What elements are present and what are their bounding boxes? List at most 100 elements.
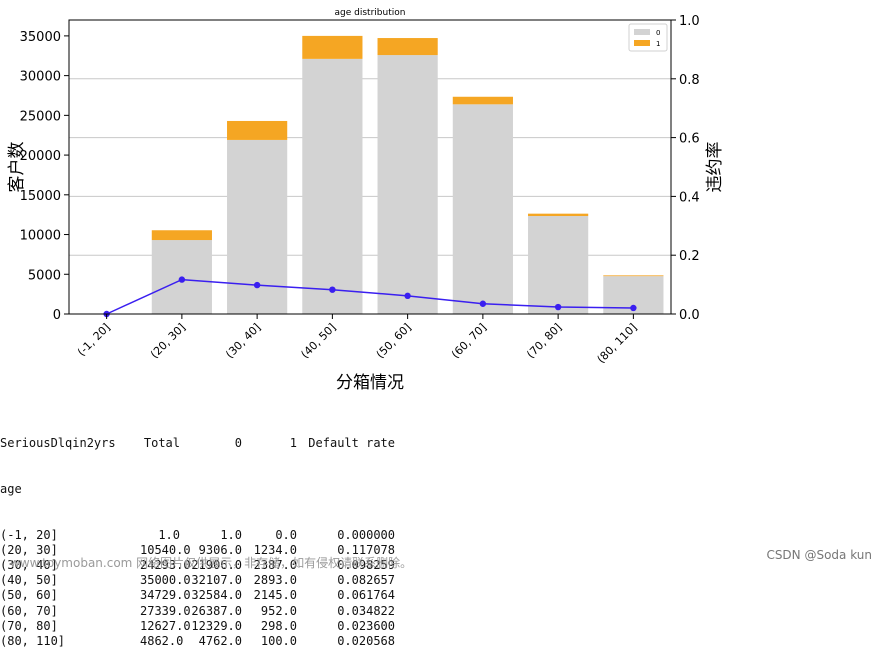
- y-right-tick-label: 0.6: [679, 132, 700, 147]
- right-y-axis: 0.0 0.2 0.4 0.6 0.8 1.0: [671, 14, 700, 323]
- table-cell: 0.034822: [297, 604, 395, 619]
- legend-swatch-0: [634, 29, 650, 35]
- x-tick-label: (50, 60]: [374, 321, 414, 361]
- y-axis-label-right: 违约率: [705, 142, 725, 193]
- y-tick-label: 10000: [20, 229, 61, 244]
- bar-1: [453, 97, 513, 105]
- y-right-tick-label: 0.8: [679, 73, 700, 88]
- table-cell: 12329.0: [180, 619, 242, 634]
- x-tick-label: (20, 30]: [148, 321, 188, 361]
- bar-1: [528, 214, 588, 216]
- table-cell: (-1, 20]: [0, 528, 140, 543]
- y-right-tick-label: 0.0: [679, 308, 700, 323]
- table-cell: (70, 80]: [0, 619, 140, 634]
- y-tick-label: 25000: [20, 109, 61, 124]
- table-header-cell: 0: [180, 436, 242, 451]
- table-cell: 0.023600: [297, 619, 395, 634]
- bar-1: [302, 36, 362, 59]
- table-cell: 1.0: [180, 528, 242, 543]
- table-cell: 298.0: [242, 619, 297, 634]
- x-tick-label: (60, 70]: [449, 321, 489, 361]
- x-tick-label: (80, 110]: [595, 321, 640, 366]
- x-tick-label: (70, 80]: [524, 321, 564, 361]
- table-header-cell: SeriousDlqin2yrs: [0, 436, 140, 451]
- bar-1: [378, 38, 438, 55]
- table-cell: (40, 50]: [0, 573, 140, 588]
- table-cell: 32107.0: [180, 573, 242, 588]
- table-cell: (60, 70]: [0, 604, 140, 619]
- default-rate-point: [404, 293, 410, 299]
- table-header-cell: 1: [242, 436, 297, 451]
- legend-swatch-1: [634, 40, 650, 46]
- bar-0: [378, 55, 438, 314]
- table-cell: 4862.0: [140, 634, 180, 649]
- x-tick-label: (30, 40]: [223, 321, 263, 361]
- table-cell: 0.082657: [297, 573, 395, 588]
- bar-1: [227, 121, 287, 140]
- table-cell: 34729.0: [140, 588, 180, 603]
- table-cell: 12627.0: [140, 619, 180, 634]
- table-cell: 4762.0: [180, 634, 242, 649]
- table-cell: (50, 60]: [0, 588, 140, 603]
- chart-title: age distribution: [335, 8, 406, 18]
- default-rate-point: [254, 282, 260, 288]
- y-tick-label: 35000: [20, 30, 61, 45]
- table-cell: 2145.0: [242, 588, 297, 603]
- legend-label-1: 1: [656, 40, 660, 48]
- y-tick-label: 30000: [20, 70, 61, 85]
- table-header-cell: Default rate: [297, 436, 395, 451]
- table-cell: 952.0: [242, 604, 297, 619]
- bar-0: [453, 104, 513, 314]
- table-cell: 0.0: [242, 528, 297, 543]
- bar-0: [528, 216, 588, 314]
- table-cell: 0.061764: [297, 588, 395, 603]
- table-header-cell: Total: [140, 436, 180, 451]
- watermark-text: www.toymoban.com 网络图片仅供展示，非存储，如有侵权请联系删除。: [10, 554, 412, 571]
- y-axis-label: 客户数: [7, 142, 27, 193]
- default-rate-point: [630, 305, 636, 311]
- default-rate-point: [179, 276, 185, 282]
- table-cell: 100.0: [242, 634, 297, 649]
- stacked-bars: [77, 36, 664, 314]
- table-cell: 2893.0: [242, 573, 297, 588]
- bar-0: [302, 59, 362, 314]
- x-axis: (-1, 20] (20, 30] (30, 40] (40, 50] (50, 60]…: [75, 314, 640, 366]
- y-right-tick-label: 0.4: [679, 190, 700, 205]
- y-tick-label: 5000: [28, 268, 61, 283]
- table-index-name: age: [0, 482, 22, 496]
- table-cell: 0.000000: [297, 528, 395, 543]
- legend-frame: [629, 24, 667, 51]
- x-axis-label: 分箱情况: [336, 373, 404, 393]
- legend-label-0: 0: [656, 29, 660, 37]
- bar-1: [152, 230, 212, 240]
- x-tick-label: (40, 50]: [298, 321, 338, 361]
- y-right-tick-label: 1.0: [679, 14, 700, 29]
- table-cell: 35000.0: [140, 573, 180, 588]
- table-cell: 1.0: [140, 528, 180, 543]
- y-tick-label: 0: [53, 308, 61, 323]
- table-cell: 0.020568: [297, 634, 395, 649]
- credit-text: CSDN @Soda kun: [766, 548, 872, 562]
- x-tick-label: (-1, 20]: [75, 321, 113, 359]
- table-cell: (80, 110]: [0, 634, 140, 649]
- y-right-tick-label: 0.2: [679, 249, 700, 264]
- default-rate-point: [555, 304, 561, 310]
- bar-1: [603, 275, 663, 276]
- legend: 0 1: [629, 24, 667, 51]
- table-index-name-row: age: [0, 482, 395, 497]
- default-rate-point: [329, 286, 335, 292]
- default-rate-point: [480, 301, 486, 307]
- table-cell: 32584.0: [180, 588, 242, 603]
- table-cell: 26387.0: [180, 604, 242, 619]
